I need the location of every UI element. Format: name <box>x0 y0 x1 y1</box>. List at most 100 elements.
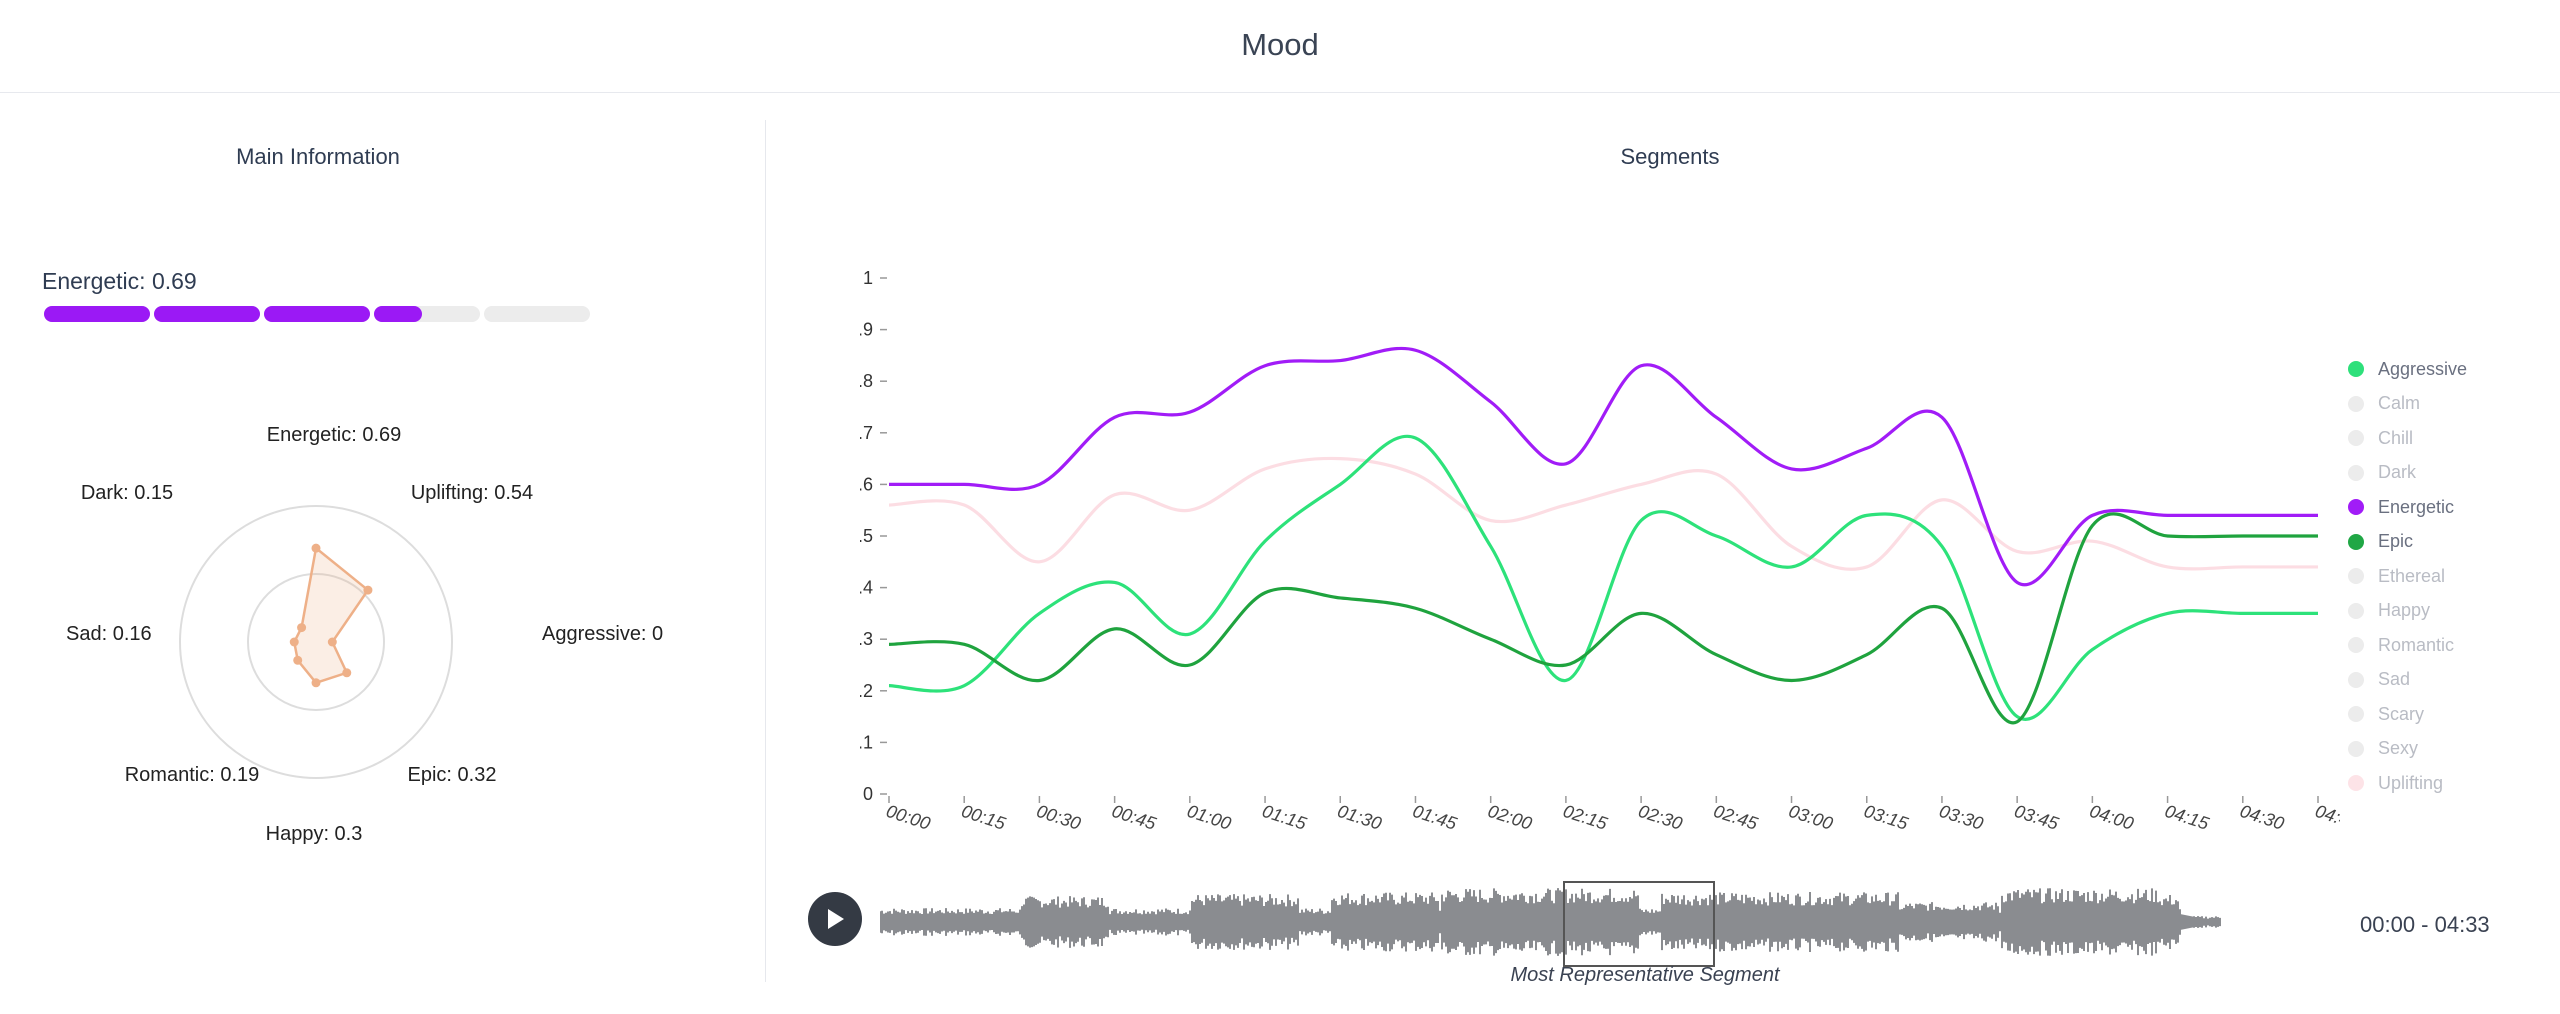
waveform-tail <box>2180 914 2220 930</box>
page-header: Mood <box>0 0 2560 93</box>
series-line-energetic <box>889 346 2318 587</box>
legend-item-happy[interactable]: Happy <box>2348 594 2467 629</box>
legend-label: Happy <box>2378 600 2431 621</box>
radar-point <box>311 543 321 553</box>
legend-item-energetic[interactable]: Energetic <box>2348 490 2467 525</box>
y-tick-label: 0 <box>863 784 873 804</box>
play-icon <box>828 909 844 929</box>
radar-label: Aggressive: 0 <box>542 623 663 645</box>
y-tick-label: 0.9 <box>860 320 873 340</box>
radar-point <box>289 637 299 647</box>
legend-label: Aggressive <box>2378 358 2468 379</box>
page-title: Mood <box>1241 27 1319 62</box>
legend-label: Romantic <box>2378 634 2455 655</box>
x-tick-label: 02:45 <box>1711 801 1761 834</box>
legend-dot <box>2348 602 2364 619</box>
legend-label: Calm <box>2378 393 2421 414</box>
x-tick-label: 01:45 <box>1410 801 1460 834</box>
radar-label: Romantic: 0.19 <box>125 764 260 786</box>
x-tick-label: 01:15 <box>1260 801 1310 834</box>
main-mood-meter <box>44 306 590 322</box>
legend-dot <box>2348 775 2364 792</box>
legend-dot <box>2348 740 2364 757</box>
legend-item-dark[interactable]: Dark <box>2348 456 2467 491</box>
legend-dot <box>2348 430 2364 447</box>
legend-item-epic[interactable]: Epic <box>2348 525 2467 560</box>
radar-polygon <box>292 545 370 685</box>
legend-dot <box>2348 361 2364 378</box>
radar-point <box>342 668 352 678</box>
meter-segment-fill <box>374 306 422 322</box>
legend-dot <box>2348 706 2364 723</box>
x-tick-label: 01:00 <box>1185 801 1234 834</box>
radar-point <box>293 655 303 665</box>
legend-dot <box>2348 533 2364 550</box>
legend-item-romantic[interactable]: Romantic <box>2348 628 2467 663</box>
series-line-epic <box>888 512 2318 725</box>
waveform-bars <box>880 888 2221 956</box>
legend-item-ethereal[interactable]: Ethereal <box>2348 559 2467 594</box>
legend-item-aggressive[interactable]: Aggressive <box>2348 352 2467 387</box>
x-tick-label: 02:15 <box>1561 801 1611 834</box>
main-information-title: Main Information <box>236 144 400 169</box>
x-tick-label: 01:30 <box>1335 801 1384 834</box>
x-tick-label: 03:30 <box>1937 801 1986 834</box>
radar-point <box>327 637 337 647</box>
legend-item-scary[interactable]: Scary <box>2348 697 2467 732</box>
representative-segment-label: Most Representative Segment <box>1510 964 1780 986</box>
y-tick-label: 0.3 <box>860 629 873 649</box>
radar-point <box>311 678 321 688</box>
x-tick-label: 00:30 <box>1034 801 1083 834</box>
time-range: 00:00 - 04:33 <box>2360 912 2490 937</box>
legend-dot <box>2348 671 2364 688</box>
legend-item-uplifting[interactable]: Uplifting <box>2348 766 2467 801</box>
y-tick-label: 1 <box>863 268 873 288</box>
representative-segment-box[interactable] <box>1563 881 1715 967</box>
x-tick-label: 04:45 <box>2313 801 2340 834</box>
radar-label: Dark: 0.15 <box>81 482 173 504</box>
legend-label: Chill <box>2378 427 2414 448</box>
meter-segment <box>484 306 590 322</box>
series-line-aggressive <box>888 434 2318 721</box>
x-tick-label: 03:00 <box>1786 801 1835 834</box>
radar-label: Epic: 0.32 <box>408 764 497 786</box>
y-tick-label: 0.2 <box>860 681 873 701</box>
legend-dot <box>2348 637 2364 654</box>
legend-dot <box>2348 499 2364 516</box>
legend-item-sexy[interactable]: Sexy <box>2348 732 2467 767</box>
series-line-uplifting <box>888 456 2318 571</box>
y-tick-label: 0.4 <box>860 578 873 598</box>
legend-label: Energetic <box>2378 496 2455 517</box>
x-tick-label: 00:00 <box>884 801 933 834</box>
legend-label: Scary <box>2378 703 2425 724</box>
legend-label: Epic <box>2378 531 2414 552</box>
radar-label: Sad: 0.16 <box>66 623 152 645</box>
meter-segment <box>154 306 260 322</box>
radar-outer-ring <box>179 505 453 779</box>
radar-inner-ring <box>247 573 385 711</box>
meter-segment-fill <box>154 306 260 322</box>
x-tick-label: 04:30 <box>2238 801 2287 834</box>
y-tick-label: 0.6 <box>860 474 873 494</box>
legend-label: Dark <box>2378 462 2417 483</box>
main-mood-label: Energetic: 0.69 <box>42 268 197 294</box>
audio-waveform[interactable] <box>880 862 2260 984</box>
column-divider <box>765 120 766 982</box>
legend-label: Uplifting <box>2378 772 2444 793</box>
radar-point <box>363 585 373 595</box>
segments-legend: Aggressive Calm Chill Dark Energetic Epic Ethe… <box>2348 352 2467 801</box>
legend-label: Sexy <box>2378 738 2419 759</box>
radar-label: Energetic: 0.69 <box>267 424 402 446</box>
x-tick-label: 00:45 <box>1109 801 1159 834</box>
y-tick-label: 0.5 <box>860 526 873 546</box>
play-button[interactable] <box>808 892 862 946</box>
legend-item-chill[interactable]: Chill <box>2348 421 2467 456</box>
legend-label: Ethereal <box>2378 565 2446 586</box>
y-tick-label: 0.8 <box>860 371 873 391</box>
legend-item-calm[interactable]: Calm <box>2348 387 2467 422</box>
legend-item-sad[interactable]: Sad <box>2348 663 2467 698</box>
y-tick-label: 0.7 <box>860 423 873 443</box>
mood-radar-chart: Energetic: 0.69 Uplifting: 0.54 Aggressive… <box>66 424 663 845</box>
meter-segment <box>264 306 370 322</box>
x-tick-label: 04:00 <box>2087 801 2136 834</box>
